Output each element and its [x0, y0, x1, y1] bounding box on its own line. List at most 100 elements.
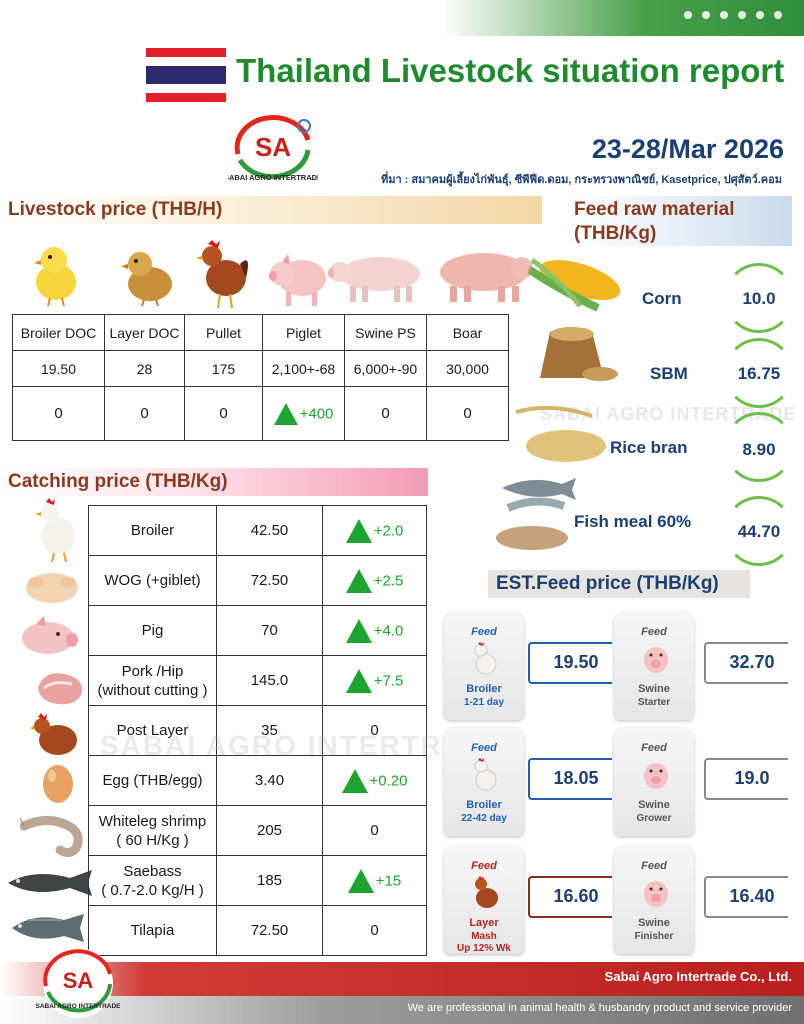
price-swine-ps: 6,000+-90 — [344, 350, 427, 387]
table-row: Pig 70 +4.0 — [88, 605, 427, 656]
footer-tagline: We are professional in animal health & h… — [407, 1002, 792, 1014]
catch-item-change: +2.0 — [322, 505, 427, 556]
catch-item-price: 35 — [216, 705, 323, 756]
catch-item-name: Pig — [88, 605, 217, 656]
table-row: Broiler 42.50 +2.0 — [88, 505, 427, 556]
feed-bag: Feed Layer Mash Up 12% Wk — [444, 846, 524, 954]
catch-item-price: 70 — [216, 605, 323, 656]
catch-item-change: 0 — [322, 805, 427, 856]
feed-price-box: 19.50 — [528, 642, 612, 684]
pig-icon — [644, 881, 668, 907]
tilapia-icon — [12, 914, 84, 942]
watermark: SABAI AGRO INTERTRADE — [540, 404, 797, 424]
catch-item-change: +0.20 — [322, 755, 427, 806]
price-layer-doc: 28 — [104, 350, 185, 387]
est-feed-price-heading: EST.Feed price (THB/Kg) — [488, 570, 750, 598]
table-row: Pork /Hip (without cutting ) 145.0 +7.5 — [88, 655, 427, 706]
svg-text:SA: SA — [255, 132, 291, 162]
catching-price-heading: Catching price (THB/Kg) — [0, 468, 428, 496]
page-title: Thailand Livestock situation report — [236, 52, 785, 89]
data-source: ที่มา : สมาคมผู้เลี้ยงไก่พันธุ์, ซีพีฟีด… — [380, 174, 782, 186]
value-ring — [724, 496, 794, 566]
catch-item-price: 145.0 — [216, 655, 323, 706]
catch-item-name: WOG (+giblet) — [88, 555, 217, 606]
catch-item-change: +7.5 — [322, 655, 427, 706]
col-pullet: Pullet — [184, 314, 263, 351]
pullet-icon — [196, 240, 248, 308]
feed-bag: Feed Swine Grower — [614, 728, 694, 836]
table-row: Whiteleg shrimp( 60 H/Kg ) 205 0 — [88, 805, 427, 856]
catch-item-name: Egg (THB/egg) — [88, 755, 217, 806]
up-arrow-icon — [341, 768, 368, 793]
egg-icon — [43, 765, 73, 803]
shrimp-icon — [20, 816, 83, 858]
piglet-icon — [269, 254, 326, 306]
livestock-price-heading: Livestock price (THB/H) — [0, 196, 542, 224]
catch-item-price: 72.50 — [216, 555, 323, 606]
pork-hip-icon — [38, 673, 83, 705]
change-pullet: 0 — [184, 386, 263, 441]
up-arrow-icon — [273, 402, 298, 425]
catch-item-price: 3.40 — [216, 755, 323, 806]
pig-head-icon — [22, 616, 78, 654]
feed-price-value: 32.70 — [729, 652, 775, 672]
col-swine-ps: Swine PS — [344, 314, 427, 351]
table-row: Tilapia 72.50 0 — [88, 905, 427, 956]
change-broiler-doc: 0 — [12, 386, 105, 441]
report-date: 23-28/Mar 2026 — [591, 134, 784, 164]
svg-text:SABAI AGRO INTERTRADE: SABAI AGRO INTERTRADE — [36, 1003, 120, 1010]
col-piglet: Piglet — [262, 314, 345, 351]
col-layer-doc: Layer DOC — [104, 314, 185, 351]
catch-item-change: +4.0 — [322, 605, 427, 656]
post-layer-hen-icon — [30, 713, 77, 755]
catch-item-price: 205 — [216, 805, 323, 856]
up-arrow-icon — [345, 568, 372, 593]
feed-price-box: 32.70 — [704, 642, 788, 684]
feed-price-box: 16.60 — [528, 876, 612, 918]
chick-icon — [34, 247, 76, 306]
feed-price-box: 19.0 — [704, 758, 788, 800]
catch-item-change: 0 — [322, 705, 427, 756]
catch-item-price: 72.50 — [216, 905, 323, 956]
whole-chicken-icon — [26, 573, 78, 603]
price-piglet: 2,100+-68 — [262, 350, 345, 387]
table-row: Egg (THB/egg) 3.40 +0.20 — [88, 755, 427, 806]
price-boar: 30,000 — [426, 350, 509, 387]
price-broiler-doc: 19.50 — [12, 350, 105, 387]
catch-item-change: 0 — [322, 905, 427, 956]
layer-chick-icon — [121, 252, 172, 306]
svg-text:SA: SA — [63, 968, 94, 993]
raw-name-sbm: SBM — [650, 364, 688, 383]
feed-price-box: 18.05 — [528, 758, 612, 800]
catch-item-name: Post Layer — [88, 705, 217, 756]
seabass-icon — [8, 870, 92, 896]
chicken-icon — [474, 642, 497, 675]
catch-item-price: 42.50 — [216, 505, 323, 556]
feed-bag: Feed Broiler 22-42 day — [444, 728, 524, 836]
catch-item-change: +15 — [322, 855, 427, 906]
raw-name-corn: Corn — [642, 289, 682, 308]
raw-name-fish-meal: Fish meal 60% — [574, 512, 692, 531]
pig-icon — [644, 763, 668, 789]
table-row: Post Layer 35 0 — [88, 705, 427, 756]
table-row: Saebass( 0.7-2.0 Kg/H ) 185 +15 — [88, 855, 427, 906]
catch-item-name: Broiler — [88, 505, 217, 556]
up-arrow-icon — [345, 668, 372, 693]
feed-bag: Feed Swine Finisher — [614, 846, 694, 954]
thailand-flag-icon — [146, 48, 226, 102]
corn-icon — [527, 257, 621, 312]
raw-value-sbm: 16.75 — [737, 364, 781, 383]
footer-company-name: Sabai Agro Intertrade Co., Ltd. — [604, 969, 792, 984]
price-pullet: 175 — [184, 350, 263, 387]
feed-bag: Feed Swine Starter — [614, 612, 694, 720]
watermark: SABAI AGRO INTERTRADE — [100, 730, 509, 761]
catch-item-name: Whiteleg shrimp( 60 H/Kg ) — [88, 805, 217, 856]
catch-item-change: +2.5 — [322, 555, 427, 606]
chicken-icon — [474, 758, 497, 791]
feed-price-value: 16.40 — [729, 886, 775, 906]
company-logo: SA SABAI AGRO INTERTRADE — [224, 110, 322, 188]
change-swine-ps: 0 — [344, 386, 427, 441]
feed-price-value: 16.60 — [553, 886, 599, 906]
boar-icon — [440, 253, 532, 302]
livestock-price-table: Broiler DOC Layer DOC Pullet Piglet Swin… — [12, 314, 509, 441]
